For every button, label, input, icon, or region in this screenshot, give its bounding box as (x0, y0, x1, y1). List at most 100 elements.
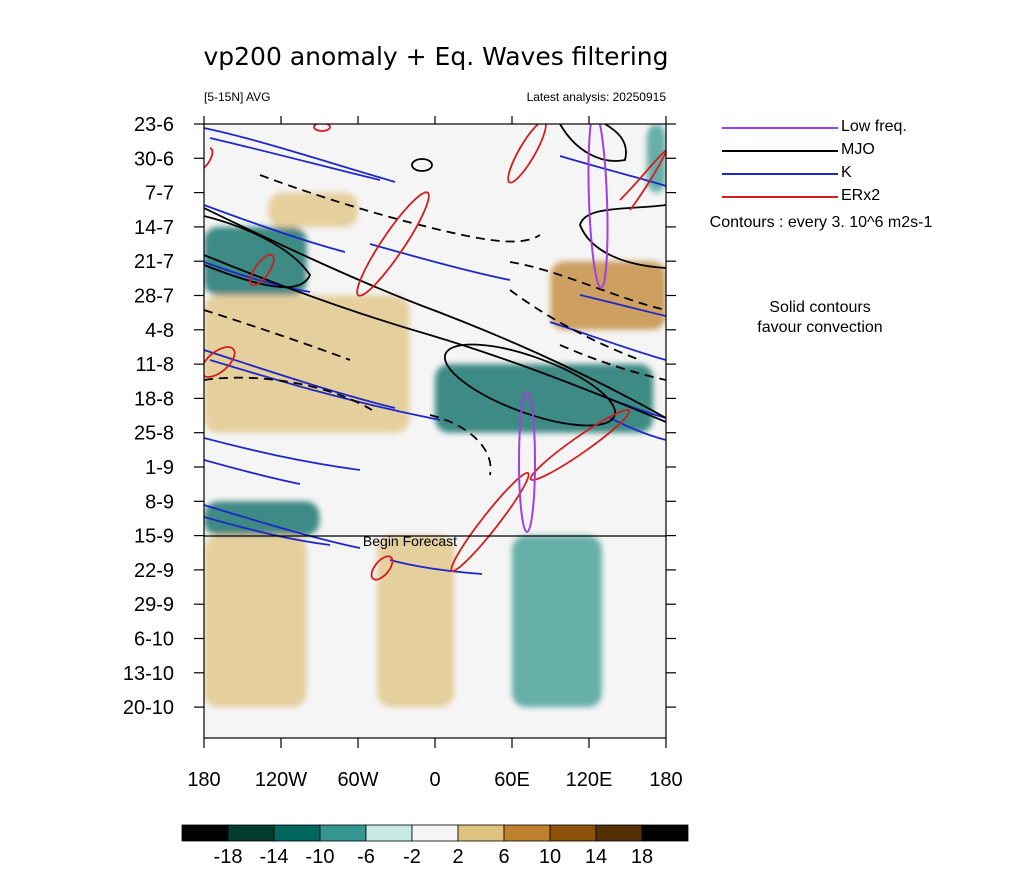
y-tick-label: 28-7 (134, 286, 174, 308)
er-contour (370, 555, 394, 581)
er-contour (629, 151, 666, 211)
mjo-contour-solid (559, 124, 627, 162)
k-contour (204, 437, 361, 471)
colorbar-swatch (319, 824, 367, 842)
anomaly-region (204, 501, 320, 536)
colorbar-label: -18 (214, 846, 243, 868)
legend-label: MJO (841, 141, 875, 158)
x-tick-label: 60E (494, 769, 530, 791)
colorbar-label: 10 (539, 846, 561, 868)
y-tick-label: 13-10 (123, 663, 174, 685)
y-tick-label: 25-8 (134, 423, 174, 445)
x-tick-label: 120E (566, 769, 613, 791)
k-contour (369, 243, 511, 281)
anomaly-region (646, 124, 666, 193)
legend-label: Low freq. (841, 118, 907, 135)
legend-label: K (841, 164, 852, 181)
contour-note: Contours : every 3. 10^6 m2s-1 (709, 214, 933, 231)
k-contour (549, 321, 666, 361)
colorbar-label: -2 (403, 846, 421, 868)
region-label: [5-15N] AVG (204, 90, 271, 104)
k-contour (204, 261, 311, 293)
y-tick-label: 15-9 (134, 526, 174, 548)
anomaly-region (268, 192, 358, 227)
k-contour (559, 155, 666, 187)
y-tick-label: 11-8 (135, 354, 174, 376)
y-tick-label: 1-9 (145, 457, 174, 479)
colorbar-label: -14 (260, 846, 289, 868)
y-tick-label: 4-8 (145, 320, 174, 342)
er-contour (529, 409, 631, 481)
mjo-contours-dashed (204, 174, 666, 476)
colorbar-swatch (181, 824, 229, 842)
anomaly-region (204, 535, 307, 708)
x-tick-label: 180 (187, 769, 220, 791)
y-tick-label: 21-7 (134, 251, 174, 273)
y-tick-label: 30-6 (134, 148, 174, 170)
k-contour (204, 459, 301, 485)
mjo-contour-solid (204, 215, 312, 288)
lowfreq-contour (587, 124, 609, 289)
lowfreq-contour (518, 391, 536, 533)
k-contour (204, 504, 361, 549)
mjo-contour-solid (204, 254, 666, 423)
y-tick-label: 29-9 (134, 594, 174, 616)
er-contour (356, 191, 430, 297)
mjo-contour-solid (411, 158, 433, 172)
anomaly-region (435, 364, 654, 433)
colorbar-label: -6 (357, 846, 375, 868)
er-contour (204, 346, 236, 378)
colorbar-label: 6 (498, 846, 509, 868)
colorbar-swatch (227, 824, 275, 842)
colorbar-swatch (595, 824, 643, 842)
forecast-label: Begin Forecast (363, 533, 457, 549)
anomaly-region (550, 261, 666, 330)
k-contour (209, 359, 441, 421)
k-contour (204, 204, 346, 253)
mjo-contour-dashed (204, 309, 351, 361)
x-tick-label: 0 (429, 769, 440, 791)
y-tick-label: 7-7 (145, 183, 174, 205)
er-contour (450, 471, 530, 573)
colorbar-swatch (549, 824, 597, 842)
k-contour (204, 127, 396, 183)
anomaly-region (377, 535, 455, 708)
mjo-contour-dashed (429, 414, 492, 476)
er-contours (204, 124, 666, 581)
x-tick-label: 180 (649, 769, 682, 791)
k-contour (204, 349, 396, 409)
y-tick-label: 20-10 (123, 697, 174, 719)
er-contour (249, 253, 275, 287)
colorbar-label: 14 (585, 846, 607, 868)
k-contour (389, 559, 483, 575)
er-contour (507, 124, 547, 184)
anomaly-region (512, 535, 602, 708)
mjo-contour-dashed (509, 261, 666, 311)
mjo-contour-dashed (204, 376, 373, 411)
mjo-contour-solid (204, 207, 666, 419)
er-contour (204, 147, 214, 169)
colorbar-swatch (503, 824, 551, 842)
axes: 180 120W 60W 0 60E 120E 180 23-6 30-6 7-7 14-7 21-7… (123, 114, 683, 791)
colorbar-label: 2 (452, 846, 463, 868)
k-contour (209, 137, 381, 181)
er-contour (619, 149, 666, 201)
y-tick-label: 8-9 (145, 491, 174, 513)
y-tick-label: 14-7 (134, 217, 174, 239)
legend (722, 127, 838, 198)
mjo-contour-dashed (259, 174, 541, 243)
colorbar-swatch (641, 824, 689, 842)
convection-note-2: favour convection (757, 319, 883, 336)
mjo-contour-solid (443, 343, 617, 427)
mjo-contour-dashed (509, 289, 641, 361)
k-contour (609, 417, 666, 441)
colorbar-label: -10 (306, 846, 335, 868)
colorbar-swatch (457, 824, 505, 842)
wave-contours (204, 124, 666, 581)
colorbar-swatch (411, 824, 459, 842)
y-tick-label: 23-6 (134, 114, 174, 136)
mjo-contours (204, 124, 666, 427)
colorbar-swatch (365, 824, 413, 842)
colorbar: -18 -14 -10 -6 -2 2 6 10 14 18 (181, 824, 689, 868)
